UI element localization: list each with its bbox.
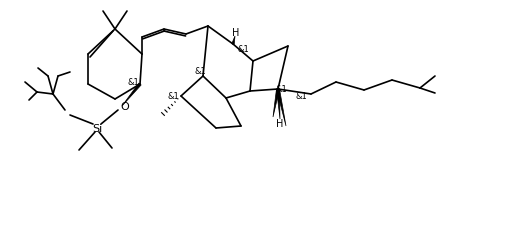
Text: &1: &1 [194,67,206,76]
Text: &1: &1 [237,45,249,54]
Polygon shape [273,89,279,117]
Polygon shape [232,37,235,45]
Text: &1: &1 [128,78,140,87]
Text: O: O [121,101,129,112]
Text: &1: &1 [275,85,287,94]
Text: H: H [276,119,284,128]
Polygon shape [277,89,286,126]
Text: H: H [232,28,240,38]
Text: &1: &1 [295,92,307,101]
Polygon shape [122,84,141,106]
Polygon shape [277,90,280,119]
Text: Si: Si [92,124,102,133]
Text: &1: &1 [167,92,179,101]
